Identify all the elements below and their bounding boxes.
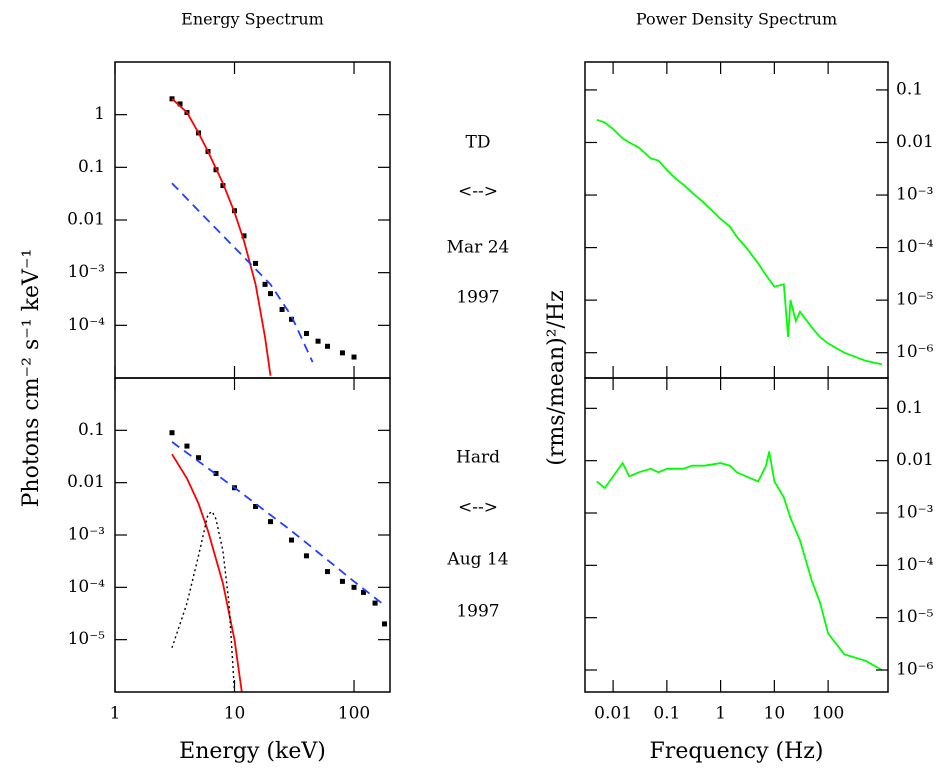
frame xyxy=(114,61,391,379)
x-tick-label: 1 xyxy=(110,704,121,724)
y-tick-label: 10⁻³ xyxy=(68,262,105,282)
x-tick-label: 10 xyxy=(224,704,246,724)
series-line xyxy=(596,451,883,671)
y-axis-label: (rms/mean)²/Hz xyxy=(544,290,569,465)
data-point xyxy=(303,553,309,559)
x-tick-label: 0.01 xyxy=(594,704,632,724)
y-tick-label: 10⁻⁴ xyxy=(896,555,934,575)
data-point xyxy=(339,578,345,584)
y-tick-label: 0.01 xyxy=(896,450,934,470)
state-label: <--> xyxy=(458,182,498,202)
data-point xyxy=(196,455,202,461)
y-tick-label: 0.1 xyxy=(896,398,923,418)
y-tick-label: 0.01 xyxy=(67,210,105,230)
series-line xyxy=(171,441,383,604)
x-axis-label: Frequency (Hz) xyxy=(650,739,824,764)
y-tick-label: 0.01 xyxy=(896,132,934,152)
series-line xyxy=(171,453,243,692)
data-point xyxy=(267,519,273,525)
chart-title: Energy Spectrum xyxy=(181,10,324,29)
series-line xyxy=(171,182,314,363)
data-point xyxy=(241,233,247,239)
series-line xyxy=(171,510,236,692)
state-label: <--> xyxy=(458,498,498,518)
y-tick-label: 10⁻⁴ xyxy=(68,315,106,335)
x-tick-label: 100 xyxy=(812,704,844,724)
y-tick-label: 10⁻⁴ xyxy=(68,577,106,597)
plot-area xyxy=(169,96,357,376)
data-point xyxy=(267,291,273,297)
x-tick-label: 0.1 xyxy=(653,704,680,724)
data-point xyxy=(289,316,295,322)
x-axis-label: Energy (keV) xyxy=(179,739,326,764)
data-point xyxy=(325,569,331,575)
plot-area xyxy=(596,451,883,671)
data-point xyxy=(382,621,388,627)
data-point xyxy=(351,354,357,360)
data-point xyxy=(262,281,268,287)
state-label: Hard xyxy=(456,448,500,468)
data-point xyxy=(213,470,219,476)
state-label: 1997 xyxy=(456,602,499,622)
y-axis-label: Photons cm⁻² s⁻¹ keV⁻¹ xyxy=(19,249,44,508)
y-tick-label: 0.1 xyxy=(896,79,923,99)
data-point xyxy=(315,338,321,344)
data-point xyxy=(372,600,378,606)
y-tick-label: 0.01 xyxy=(67,472,105,492)
chart-title: Power Density Spectrum xyxy=(636,10,837,29)
series-line xyxy=(171,98,272,376)
frame xyxy=(114,377,391,693)
frame xyxy=(584,61,889,379)
y-tick-label: 10⁻³ xyxy=(896,185,933,205)
y-tick-label: 0.1 xyxy=(78,420,105,440)
y-tick-label: 10⁻⁵ xyxy=(896,290,934,310)
y-tick-label: 10⁻⁵ xyxy=(68,629,106,649)
data-point xyxy=(184,443,190,449)
data-point xyxy=(279,306,285,312)
x-tick-label: 10 xyxy=(764,704,786,724)
state-label: Mar 24 xyxy=(447,238,510,258)
data-point xyxy=(339,350,345,356)
data-point xyxy=(325,343,331,349)
y-tick-label: 10⁻⁴ xyxy=(896,237,934,257)
y-tick-label: 10⁻³ xyxy=(896,503,933,523)
data-point xyxy=(177,101,183,107)
y-tick-label: 10⁻³ xyxy=(68,525,105,545)
plot-area xyxy=(169,430,388,692)
series-line xyxy=(596,118,883,366)
x-tick-label: 100 xyxy=(338,704,370,724)
data-point xyxy=(253,504,259,510)
data-point xyxy=(360,589,366,595)
data-point xyxy=(253,260,259,266)
x-tick-label: 1 xyxy=(715,704,726,724)
data-point xyxy=(169,430,175,436)
plot-area xyxy=(596,118,883,366)
y-tick-label: 10⁻⁵ xyxy=(896,607,934,627)
state-label: Aug 14 xyxy=(446,550,508,570)
y-tick-label: 0.1 xyxy=(78,157,105,177)
y-tick-label: 10⁻⁶ xyxy=(896,660,934,680)
y-tick-label: 10⁻⁶ xyxy=(896,342,934,362)
frame xyxy=(584,377,889,693)
data-point xyxy=(303,330,309,336)
state-label: TD xyxy=(466,133,491,153)
state-label: 1997 xyxy=(456,288,499,308)
data-point xyxy=(351,584,357,590)
data-point xyxy=(289,537,295,543)
y-tick-label: 1 xyxy=(94,104,105,124)
